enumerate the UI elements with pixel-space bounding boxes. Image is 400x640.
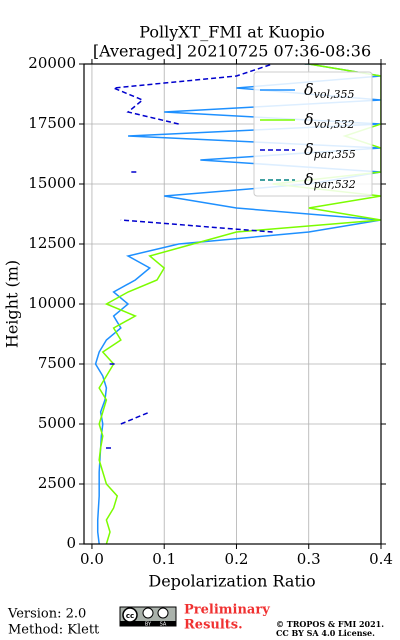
legend-label: δpar,355 — [304, 140, 356, 162]
version: Version: 2.0 — [7, 607, 86, 622]
x-axis-label: Depolarization Ratio — [148, 572, 315, 591]
legend-box — [253, 71, 373, 197]
legend-label: δpar,532 — [304, 170, 356, 192]
y-tick-label: 12500 — [28, 234, 76, 252]
legend-label: δvol,532 — [304, 110, 355, 132]
y-tick-label: 10000 — [28, 294, 76, 312]
series-line — [113, 64, 273, 125]
chart-title: PollyXT_FMI at Kuopio — [139, 23, 325, 42]
grid — [84, 63, 382, 545]
x-tick-label: 0.4 — [369, 550, 393, 568]
logo-text: cc — [126, 612, 134, 620]
y-tick-label: 20000 — [28, 54, 76, 72]
x-tick-label: 0.3 — [297, 550, 321, 568]
x-tick-label: 0.0 — [80, 550, 104, 568]
y-tick-label: 7500 — [38, 354, 76, 372]
preliminary: Preliminary — [184, 603, 270, 618]
logo-text: SA — [160, 622, 167, 628]
series-line — [120, 411, 151, 425]
series-line — [120, 219, 273, 233]
y-tick-label: 17500 — [28, 114, 76, 132]
chart-subtitle: [Averaged] 20210725 07:36-08:36 — [93, 42, 371, 61]
y-tick-label: 2500 — [38, 474, 76, 492]
y-tick-label: 5000 — [38, 414, 76, 432]
y-axis-label: Height (m) — [3, 260, 22, 348]
axes: 0.0 0.1 0.2 0.3 0.4 0 2500 5000 7500 10000 12500 15… — [28, 54, 393, 568]
preliminary: Results. — [184, 618, 243, 633]
y-tick-label: 15000 — [28, 174, 76, 192]
legend: δvol,355 δvol,532 δpar,355 δpar,532 — [253, 71, 373, 197]
x-tick-label: 0.2 — [225, 550, 249, 568]
x-tick-label: 0.1 — [152, 550, 176, 568]
logo-circle — [122, 607, 138, 623]
cc-logo: cc BY SA — [119, 606, 177, 628]
logo-band — [120, 621, 176, 626]
copyright: © TROPOS & FMI 2021. — [276, 619, 384, 629]
legend-label: δvol,355 — [304, 80, 355, 102]
method: Method: Klett — [8, 623, 100, 638]
copyright: CC BY SA 4.0 License. — [276, 628, 375, 638]
y-tick-label: 0 — [66, 534, 76, 552]
logo-text: BY — [145, 622, 152, 628]
logo-icon — [157, 607, 169, 619]
logo-icon — [142, 607, 154, 619]
